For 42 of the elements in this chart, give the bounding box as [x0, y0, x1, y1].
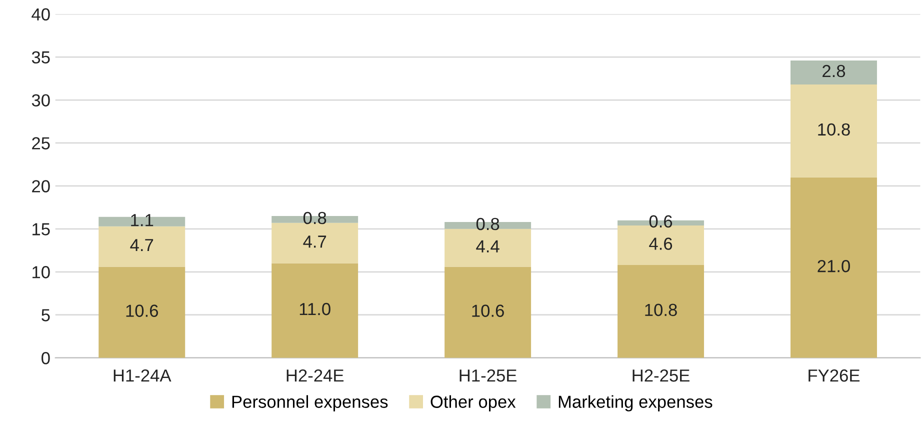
- bar: [272, 222, 358, 264]
- y-tick-label: 20: [32, 180, 50, 192]
- y-tick-label: 40: [32, 8, 50, 21]
- bar: [790, 84, 877, 178]
- data-label: 4.7: [303, 236, 326, 248]
- data-label: 10.6: [126, 304, 158, 317]
- legend-label: Marketing expenses: [558, 395, 712, 412]
- x-tick-label: H2-24E: [286, 369, 344, 382]
- bar: [618, 265, 704, 358]
- bar: [444, 228, 532, 267]
- data-label: 2.8: [822, 64, 846, 78]
- data-label: 21.0: [818, 260, 850, 272]
- y-tick-label: 30: [32, 94, 50, 106]
- bar: [272, 263, 358, 358]
- x-tick-label: H1-24A: [114, 369, 172, 382]
- y-tick-label: 10: [32, 266, 50, 278]
- x-tick-label: FY26E: [808, 369, 860, 382]
- legend-label: Personnel expenses: [232, 395, 388, 412]
- bar: [444, 266, 532, 358]
- data-label: 10.8: [818, 123, 850, 136]
- bar: [790, 177, 877, 358]
- data-label: 0.8: [476, 218, 500, 230]
- data-label: 4.7: [130, 239, 154, 252]
- data-label: 0.6: [649, 215, 672, 228]
- bar: [98, 266, 186, 358]
- data-label: 10.6: [472, 304, 504, 317]
- y-tick-label: 25: [32, 137, 50, 150]
- x-tick-label: H1-25E: [460, 369, 516, 382]
- bar: [98, 226, 186, 267]
- data-label: 1.1: [131, 214, 154, 226]
- data-label: 11.0: [300, 302, 330, 316]
- data-label: 0.8: [303, 212, 326, 224]
- data-label: 4.6: [649, 238, 672, 250]
- data-label: 4.4: [476, 240, 500, 252]
- data-label: 10.8: [645, 304, 677, 316]
- x-tick-label: H2-25E: [632, 369, 690, 382]
- y-tick-label: 5: [42, 309, 50, 322]
- y-tick-label: 15: [32, 223, 50, 236]
- legend-label: Other opex: [430, 395, 516, 412]
- bar: [790, 60, 877, 85]
- y-tick-label: 35: [32, 51, 50, 64]
- y-tick-label: 0: [42, 352, 50, 364]
